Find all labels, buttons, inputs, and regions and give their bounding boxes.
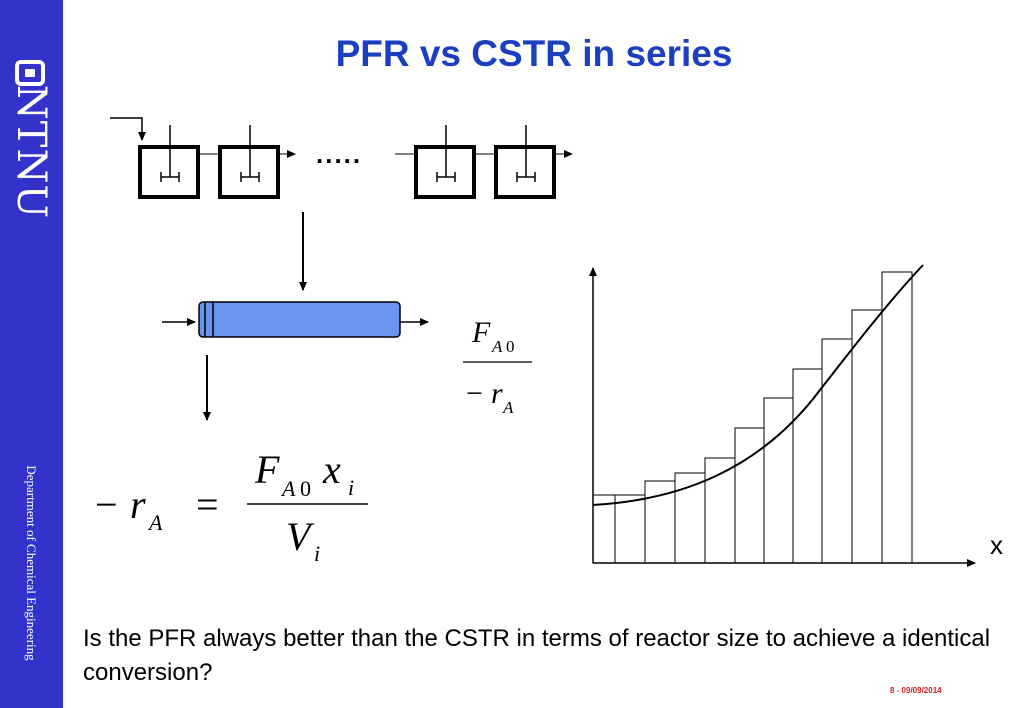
cstr-bars — [592, 271, 913, 564]
cstr-tank-1 — [138, 145, 200, 199]
svg-text:−: − — [95, 482, 118, 527]
svg-text:V: V — [286, 514, 315, 559]
svg-text:x: x — [322, 447, 341, 492]
series-ellipsis: ..... — [316, 139, 362, 169]
page-title: PFR vs CSTR in series — [335, 33, 733, 74]
svg-text:0: 0 — [506, 337, 515, 356]
cstr-series — [110, 117, 573, 199]
question-text: Is the PFR always better than the CSTR i… — [83, 625, 991, 686]
svg-text:A: A — [502, 398, 514, 417]
svg-text:−: − — [466, 377, 483, 410]
slide-footer: 8 - 09/09/2014 — [890, 686, 942, 695]
pfr-reactor — [162, 301, 429, 338]
inverse-rate-curve — [592, 264, 924, 506]
levenspiel-plot — [589, 264, 976, 567]
svg-text:F: F — [471, 316, 491, 349]
svg-text:F: F — [254, 447, 280, 492]
cstr-tank-4 — [494, 145, 556, 199]
svg-text:0: 0 — [300, 476, 311, 501]
cstr-tank-3 — [414, 145, 476, 199]
svg-text:r: r — [491, 377, 503, 410]
sidebar: NTNU Department of Chemical Engineering — [0, 0, 63, 708]
x-axis-label: x — [990, 530, 1003, 560]
svg-text:A: A — [147, 510, 163, 535]
svg-text:r: r — [130, 482, 146, 527]
svg-text:=: = — [196, 482, 219, 527]
svg-text:A: A — [280, 476, 296, 501]
fraction-fa0-over-ra: F A 0 − r A — [463, 316, 532, 417]
ntnu-logo-icon — [15, 60, 45, 86]
svg-text:i: i — [348, 475, 354, 500]
svg-text:i: i — [314, 541, 320, 566]
rate-equation: − r A = F A 0 x i V i — [95, 447, 368, 566]
cstr-tank-2 — [218, 145, 280, 199]
svg-text:A: A — [491, 337, 503, 356]
